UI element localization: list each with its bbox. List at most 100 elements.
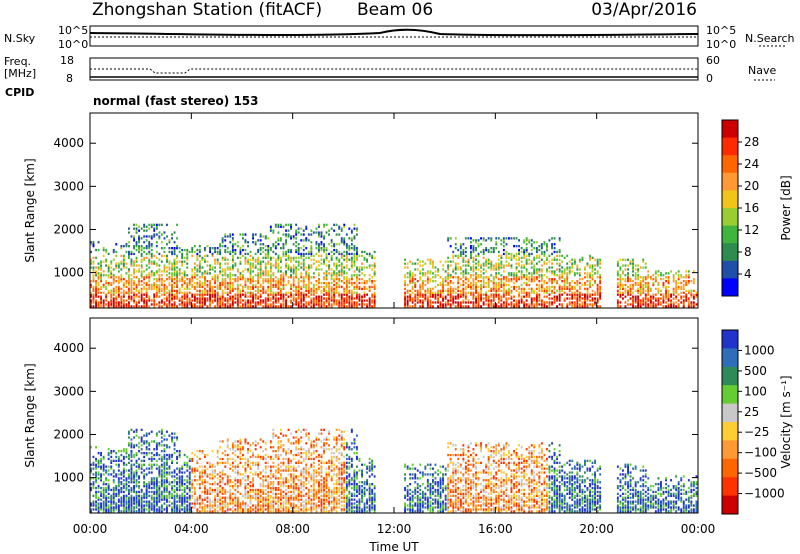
data-cell: [168, 241, 171, 244]
data-cell: [110, 305, 113, 308]
data-cell: [163, 486, 166, 490]
data-cell: [680, 281, 683, 285]
data-cell: [120, 299, 123, 302]
data-cell: [500, 278, 503, 281]
data-cell: [508, 280, 510, 283]
data-cell: [138, 490, 140, 494]
data-cell: [350, 295, 353, 298]
data-cell: [148, 494, 151, 497]
data-cell: [196, 285, 199, 289]
data-cell: [345, 291, 348, 294]
data-cell: [563, 278, 566, 281]
data-cell: [632, 270, 634, 273]
data-cell: [515, 274, 518, 277]
data-cell: [163, 301, 166, 304]
data-cell: [654, 272, 657, 275]
data-cell: [548, 254, 551, 257]
data-cell: [277, 266, 280, 269]
data-cell: [112, 250, 115, 254]
data-cell: [285, 250, 287, 254]
data-cell: [426, 270, 429, 273]
data-cell: [690, 289, 693, 292]
data-cell: [687, 303, 690, 306]
data-cell: [505, 305, 508, 308]
data-cell: [318, 264, 320, 267]
data-cell: [497, 285, 500, 289]
data-cell: [160, 283, 163, 287]
data-cell: [234, 297, 237, 300]
data-cell: [193, 502, 196, 505]
data-cell: [178, 268, 181, 271]
data-cell: [226, 285, 229, 289]
data-cell: [219, 243, 222, 246]
data-cell: [449, 245, 452, 248]
data-cell: [520, 297, 523, 300]
data-cell: [419, 295, 422, 298]
data-cell: [226, 287, 229, 290]
data-cell: [107, 303, 110, 306]
data-cell: [90, 471, 92, 474]
data-cell: [153, 506, 156, 509]
data-cell: [135, 258, 138, 261]
data-cell: [495, 285, 498, 289]
data-cell: [112, 494, 115, 497]
data-cell: [158, 270, 161, 273]
data-cell: [168, 492, 171, 495]
data-cell: [333, 243, 336, 246]
data-cell: [138, 278, 140, 281]
data-cell: [105, 504, 108, 507]
data-cell: [624, 283, 627, 287]
data-cell: [533, 276, 536, 279]
data-cell: [150, 498, 153, 501]
data-cell: [632, 280, 634, 283]
data-cell: [419, 289, 422, 292]
data-cell: [166, 260, 168, 263]
data-cell: [112, 492, 115, 495]
data-cell: [629, 291, 632, 294]
data-cell: [578, 293, 581, 296]
data-cell: [528, 241, 531, 244]
data-cell: [518, 270, 520, 273]
data-cell: [262, 256, 265, 259]
data-cell: [209, 301, 211, 304]
data-cell: [538, 268, 541, 271]
data-cell: [350, 299, 353, 302]
data-cell: [619, 301, 622, 304]
data-cell: [140, 504, 143, 507]
data-cell: [209, 305, 211, 308]
data-cell: [209, 293, 211, 296]
data-cell: [629, 278, 632, 281]
data-cell: [160, 223, 163, 226]
data-cell: [459, 245, 462, 248]
data-cell: [548, 289, 551, 292]
data-cell: [155, 256, 158, 259]
data-cell: [312, 297, 315, 300]
data-cell: [305, 252, 308, 256]
data-cell: [107, 448, 110, 451]
data-cell: [480, 264, 482, 267]
data-cell: [307, 281, 310, 285]
data-cell: [596, 299, 599, 302]
data-cell: [525, 243, 528, 246]
data-cell: [110, 266, 113, 269]
data-cell: [163, 471, 166, 474]
data-cell: [530, 245, 533, 248]
data-cell: [105, 479, 108, 482]
data-cell: [632, 301, 634, 304]
data-cell: [224, 280, 227, 283]
data-cell: [236, 278, 239, 281]
data-cell: [573, 295, 576, 298]
data-cell: [561, 289, 564, 292]
data-cell: [262, 278, 265, 281]
data-cell: [264, 272, 267, 275]
data-cell: [361, 262, 363, 265]
data-cell: [551, 237, 553, 240]
data-cell: [236, 285, 239, 289]
data-cell: [130, 488, 133, 492]
data-cell: [305, 276, 308, 279]
data-cell: [158, 223, 161, 226]
data-cell: [145, 442, 148, 445]
data-cell: [599, 258, 602, 261]
data-cell: [95, 504, 97, 507]
data-cell: [198, 299, 201, 302]
